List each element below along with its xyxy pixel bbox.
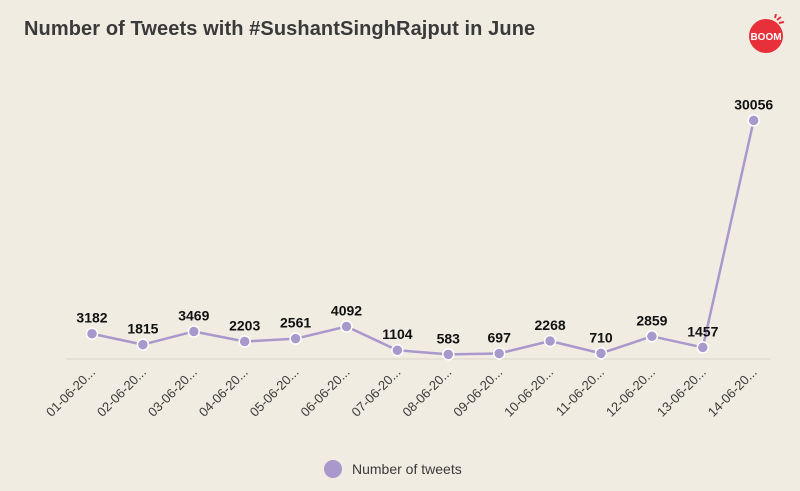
- x-tick-label: 07-06-20...: [348, 365, 403, 420]
- x-tick-label: 04-06-20...: [196, 365, 251, 420]
- data-point: [594, 347, 608, 360]
- data-point: [340, 320, 353, 333]
- series-line: [91, 120, 755, 356]
- data-label: 710: [589, 329, 613, 345]
- x-tick-label: 08-06-20...: [399, 365, 454, 420]
- boom-logo-text: BOOM: [750, 32, 781, 43]
- data-point: [187, 325, 201, 338]
- x-tick-label: 06-06-20...: [298, 365, 353, 420]
- data-label: 697: [488, 329, 512, 345]
- data-point: [645, 330, 659, 343]
- data-label: 2561: [280, 315, 311, 331]
- data-label: 3182: [76, 310, 107, 326]
- x-tick-label: 01-06-20...: [43, 365, 98, 420]
- data-label: 583: [437, 330, 461, 346]
- data-point: [442, 348, 455, 361]
- legend-label: Number of tweets: [352, 461, 462, 477]
- data-label: 4092: [331, 303, 362, 319]
- x-tick-label: 10-06-20...: [501, 365, 556, 420]
- data-label: 1815: [127, 321, 158, 337]
- x-tick-label: 14-06-20...: [705, 365, 760, 420]
- chart-title: Number of Tweets with #SushantSinghRajpu…: [24, 18, 536, 40]
- data-label: 2203: [229, 318, 260, 334]
- data-label: 3469: [178, 307, 209, 323]
- data-point: [696, 341, 710, 354]
- data-label: 1104: [382, 326, 413, 342]
- legend-marker: [324, 460, 342, 478]
- x-tick-label: 11-06-20...: [553, 365, 607, 419]
- x-tick-label: 03-06-20...: [145, 365, 200, 420]
- data-point: [238, 335, 251, 348]
- data-point: [391, 343, 404, 357]
- boom-logo: BOOM: [744, 13, 788, 54]
- data-point: [136, 338, 150, 351]
- data-point: [85, 327, 99, 340]
- data-point: [492, 347, 506, 360]
- data-point: [543, 334, 557, 348]
- data-label: 2859: [636, 312, 667, 328]
- data-label: 1457: [687, 323, 718, 339]
- data-label: 30056: [734, 96, 773, 112]
- data-point: [747, 114, 760, 127]
- data-point: [289, 332, 302, 345]
- x-tick-label: 05-06-20...: [247, 365, 302, 420]
- x-tick-label: 12-06-20...: [603, 365, 658, 420]
- x-tick-label: 02-06-20...: [94, 365, 149, 420]
- x-tick-label: 09-06-20...: [450, 365, 505, 420]
- x-tick-label: 13-06-20...: [654, 365, 709, 420]
- data-label: 2268: [535, 317, 566, 333]
